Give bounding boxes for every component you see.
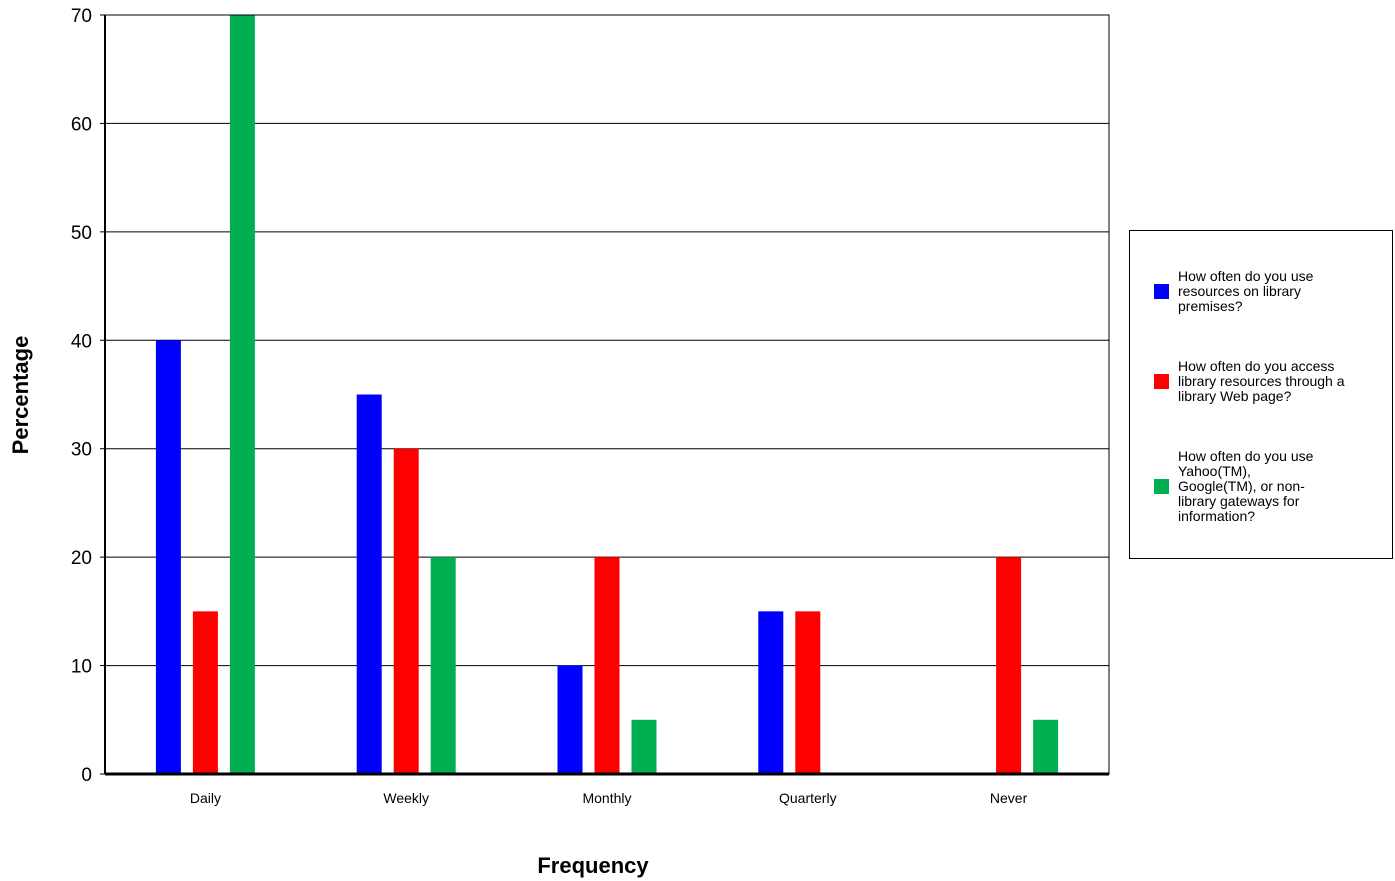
legend-label-gateways: How often do you use Yahoo(TM), Google(T… <box>1178 448 1314 524</box>
bars <box>155 15 1059 774</box>
x-tick-label: Quarterly <box>779 790 837 806</box>
bar <box>1033 719 1059 774</box>
bar <box>795 611 821 774</box>
bar <box>631 719 657 774</box>
bar <box>557 665 583 774</box>
x-tick-label: Weekly <box>383 790 429 806</box>
y-tick-label: 0 <box>81 765 92 786</box>
bar <box>229 15 255 774</box>
legend-item-premises: How often do you use resources on librar… <box>1154 269 1374 314</box>
legend-label-web-page: How often do you access library resource… <box>1178 358 1345 404</box>
legend-item-gateways: How often do you use Yahoo(TM), Google(T… <box>1154 449 1374 524</box>
bar <box>996 557 1022 774</box>
legend-swatch-premises <box>1154 284 1169 299</box>
axes <box>100 14 1110 776</box>
x-axis-title: Frequency <box>537 853 649 878</box>
legend-item-web-page: How often do you access library resource… <box>1154 359 1374 404</box>
legend-swatch-gateways <box>1154 479 1169 494</box>
bar <box>393 448 419 774</box>
bar <box>192 611 218 774</box>
legend-label-premises: How often do you use resources on librar… <box>1178 268 1314 314</box>
x-tick-labels: Daily Weekly Monthly Quarterly Never <box>190 790 1028 806</box>
x-tick-label: Daily <box>190 790 221 806</box>
bar <box>758 611 784 774</box>
bar <box>356 394 382 774</box>
legend: How often do you use resources on librar… <box>1129 230 1393 559</box>
y-axis-title: Percentage <box>8 336 33 455</box>
y-tick-labels: 0 10 20 30 40 50 60 70 <box>71 6 92 786</box>
y-tick-label: 70 <box>71 6 92 27</box>
bar <box>430 557 456 774</box>
x-tick-label: Never <box>990 790 1028 806</box>
y-tick-label: 20 <box>71 548 92 569</box>
y-tick-label: 50 <box>71 223 92 244</box>
bar <box>594 557 620 774</box>
y-tick-label: 40 <box>71 331 92 352</box>
y-tick-label: 60 <box>71 114 92 135</box>
y-tick-label: 30 <box>71 440 92 461</box>
x-tick-label: Monthly <box>582 790 631 806</box>
y-tick-label: 10 <box>71 657 92 678</box>
bar <box>155 340 181 774</box>
legend-swatch-web-page <box>1154 374 1169 389</box>
